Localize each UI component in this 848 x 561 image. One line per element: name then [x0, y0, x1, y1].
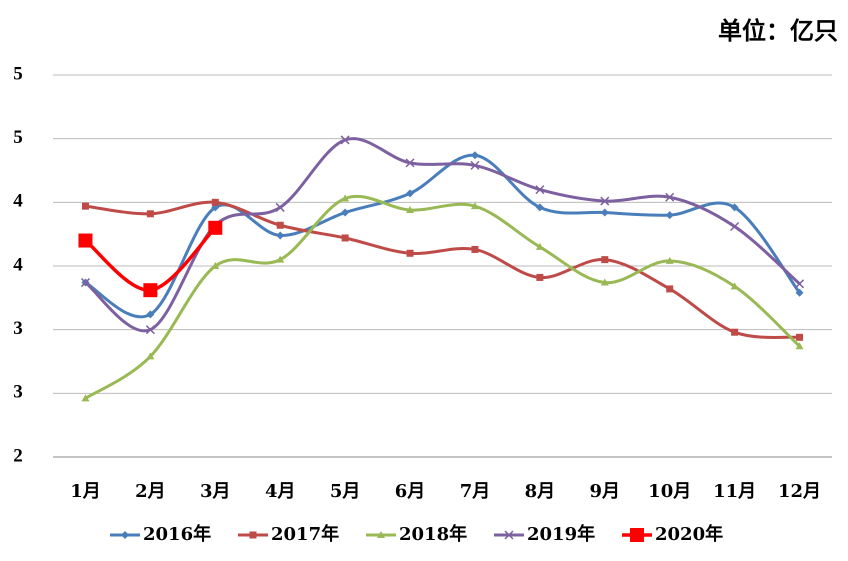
marker: [80, 278, 90, 288]
legend-marker: [377, 531, 385, 538]
x-tick-label: 4月: [265, 481, 296, 502]
y-tick-label: 4: [13, 254, 23, 275]
x-tick-label: 1月: [70, 481, 101, 502]
marker: [78, 233, 93, 248]
marker: [276, 221, 284, 229]
marker: [146, 310, 155, 319]
x-tick-label: 10月: [648, 481, 691, 502]
x-tick-label: 11月: [713, 481, 756, 502]
marker: [146, 210, 154, 218]
y-tick-label: 3: [13, 318, 23, 339]
legend-label: 2016年: [143, 523, 211, 545]
marker: [341, 194, 350, 202]
marker: [81, 202, 89, 210]
marker: [341, 208, 350, 217]
marker: [536, 273, 544, 281]
marker: [796, 333, 804, 341]
y-tick-label: 5: [13, 127, 23, 148]
x-tick-label: 7月: [460, 481, 491, 502]
unit-label: 单位：亿只: [718, 17, 838, 45]
marker: [211, 262, 220, 269]
legend-label: 2019年: [527, 523, 595, 545]
marker: [730, 221, 740, 232]
marker: [666, 285, 674, 293]
series-line: [84, 194, 801, 400]
marker: [535, 185, 545, 195]
x-tick-label: 5月: [330, 481, 361, 502]
marker: [795, 279, 805, 289]
marker: [470, 151, 479, 160]
marker: [211, 198, 219, 206]
x-tick-label: 9月: [590, 481, 621, 502]
marker: [600, 278, 609, 286]
legend-marker: [121, 531, 129, 539]
marker: [601, 256, 609, 264]
y-tick-label: 2: [13, 445, 23, 466]
marker: [208, 220, 223, 235]
legend-label: 2017年: [271, 523, 339, 545]
marker: [535, 242, 544, 250]
marker: [405, 158, 415, 168]
marker: [470, 202, 479, 210]
marker: [276, 255, 285, 263]
x-tick-label: 12月: [778, 481, 821, 502]
marker: [600, 196, 610, 206]
x-tick-label: 2月: [135, 481, 166, 502]
marker: [730, 282, 739, 290]
marker: [730, 203, 739, 212]
marker: [600, 208, 609, 217]
marker: [143, 283, 158, 298]
marker: [276, 231, 285, 240]
legend-marker: [504, 530, 514, 540]
marker: [340, 135, 350, 145]
y-tick-label: 4: [13, 191, 23, 212]
legend-marker: [249, 531, 257, 539]
y-tick-label: 3: [13, 382, 23, 403]
marker: [665, 256, 674, 264]
series-line: [84, 137, 801, 333]
marker: [145, 325, 155, 335]
marker: [665, 211, 674, 220]
marker: [471, 245, 479, 253]
marker: [406, 205, 415, 213]
marker: [406, 249, 414, 257]
marker: [795, 288, 804, 297]
series-line: [85, 200, 800, 339]
marker: [731, 328, 739, 336]
marker: [275, 202, 285, 212]
marker: [535, 203, 544, 212]
series-line: [84, 153, 801, 319]
y-tick-label: 5: [13, 63, 23, 84]
marker: [81, 394, 90, 402]
marker: [795, 342, 804, 350]
legend-label: 2020年: [655, 523, 723, 545]
x-tick-label: 3月: [200, 481, 231, 502]
marker: [406, 189, 415, 198]
legend-label: 2018年: [399, 523, 467, 545]
marker: [341, 234, 349, 242]
marker: [665, 192, 675, 202]
marker: [146, 352, 155, 360]
x-tick-label: 8月: [525, 481, 556, 502]
x-tick-label: 6月: [395, 481, 426, 502]
legend-marker: [630, 528, 644, 542]
marker: [470, 160, 480, 170]
